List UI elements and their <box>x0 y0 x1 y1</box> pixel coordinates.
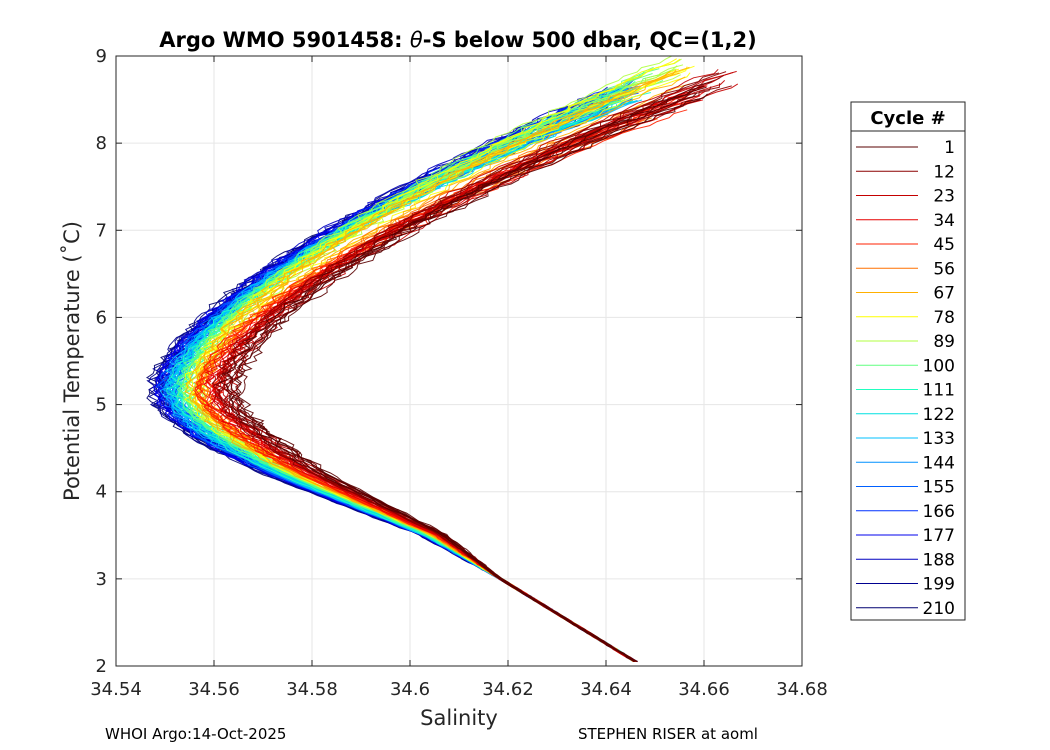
legend-label-cycle-1: 1 <box>944 138 955 158</box>
x-axis-label: Salinity <box>420 706 498 730</box>
legend: Cycle # 1 12 23 34 45 56 67 78 89 100 111 122 133 144… <box>850 101 966 621</box>
legend-label-cycle-122: 122 <box>923 405 955 425</box>
y-tick-label: 8 <box>96 133 107 154</box>
legend-label-cycle-89: 89 <box>933 332 955 352</box>
y-tick-label: 5 <box>96 395 107 416</box>
legend-label-cycle-177: 177 <box>923 526 955 546</box>
x-tick-label: 34.68 <box>776 679 828 700</box>
x-tick-label: 34.64 <box>580 679 632 700</box>
y-tick-label: 9 <box>96 46 107 67</box>
legend-label-cycle-78: 78 <box>933 308 955 328</box>
legend-label-cycle-34: 34 <box>933 211 955 231</box>
legend-label-cycle-56: 56 <box>933 259 955 279</box>
legend-label-cycle-144: 144 <box>923 453 955 473</box>
legend-label-cycle-100: 100 <box>923 356 955 376</box>
profile-lines <box>145 56 739 663</box>
legend-label-cycle-12: 12 <box>933 162 955 182</box>
legend-label-cycle-111: 111 <box>923 381 955 401</box>
profile-line-cycle-1 <box>225 92 698 663</box>
legend-label-cycle-188: 188 <box>923 550 955 570</box>
legend-label-cycle-155: 155 <box>923 478 955 498</box>
y-tick-label: 2 <box>96 656 107 677</box>
y-tick-label: 4 <box>96 482 107 503</box>
footer-left: WHOI Argo:14-Oct-2025 <box>105 725 287 743</box>
legend-label-cycle-199: 199 <box>923 575 955 595</box>
chart-title: Argo WMO 5901458: θ-S below 500 dbar, QC… <box>159 28 756 52</box>
legend-label-cycle-45: 45 <box>933 235 955 255</box>
legend-label-cycle-133: 133 <box>923 429 955 449</box>
legend-label-cycle-67: 67 <box>933 284 955 304</box>
legend-title: Cycle # <box>870 108 945 129</box>
x-tick-label: 34.56 <box>188 679 240 700</box>
x-tick-label: 34.6 <box>390 679 430 700</box>
y-tick-label: 6 <box>96 307 107 328</box>
footer-right: STEPHEN RISER at aoml <box>578 725 758 743</box>
y-tick-label: 3 <box>96 569 107 590</box>
x-tick-label: 34.54 <box>90 679 142 700</box>
y-axis-label: Potential Temperature (˚C) <box>60 221 84 501</box>
axis-ticks: 34.54 34.56 34.58 34.6 34.62 34.64 34.66 34.68 2… <box>90 46 828 700</box>
legend-label-cycle-23: 23 <box>933 187 955 207</box>
x-tick-label: 34.62 <box>482 679 534 700</box>
x-tick-label: 34.66 <box>678 679 730 700</box>
plot-frame <box>115 55 803 667</box>
theta-symbol: θ <box>410 28 423 52</box>
legend-box <box>850 101 966 621</box>
profile-line-cycle-1 <box>230 93 708 662</box>
legend-items: 1 12 23 34 45 56 67 78 89 100 111 122 133 144 155 166 17… <box>856 138 955 619</box>
legend-label-cycle-210: 210 <box>923 599 955 619</box>
legend-label-cycle-166: 166 <box>923 502 955 522</box>
x-tick-label: 34.58 <box>286 679 338 700</box>
y-tick-label: 7 <box>96 220 107 241</box>
